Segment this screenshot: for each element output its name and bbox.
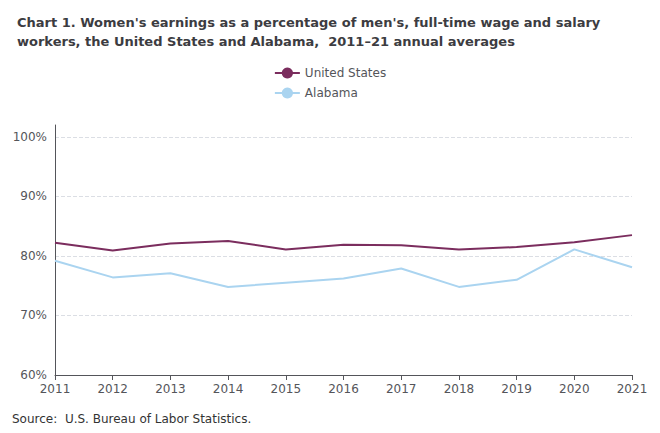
svg-text:2018: 2018 (444, 382, 475, 396)
svg-text:2017: 2017 (386, 382, 417, 396)
svg-text:Alabama: Alabama (305, 86, 358, 100)
svg-text:2020: 2020 (559, 382, 590, 396)
svg-text:United States: United States (305, 66, 386, 80)
svg-text:2015: 2015 (271, 382, 302, 396)
svg-text:2016: 2016 (328, 382, 359, 396)
svg-text:2014: 2014 (213, 382, 244, 396)
svg-text:100%: 100% (13, 130, 47, 144)
svg-text:70%: 70% (20, 308, 47, 322)
svg-text:90%: 90% (20, 189, 47, 203)
svg-text:Chart 1. Women's earnings as a: Chart 1. Women's earnings as a percentag… (17, 15, 601, 30)
svg-text:2019: 2019 (501, 382, 532, 396)
svg-text:80%: 80% (20, 249, 47, 263)
svg-text:2013: 2013 (155, 382, 186, 396)
svg-text:2012: 2012 (97, 382, 128, 396)
svg-text:workers, the United States and: workers, the United States and Alabama, … (17, 34, 515, 49)
svg-text:60%: 60% (20, 368, 47, 382)
svg-text:Source: U.S. Bureau of Labor: Source: U.S. Bureau of Labor Statistics. (12, 412, 251, 426)
svg-text:2011: 2011 (40, 382, 71, 396)
svg-text:2021: 2021 (617, 382, 648, 396)
